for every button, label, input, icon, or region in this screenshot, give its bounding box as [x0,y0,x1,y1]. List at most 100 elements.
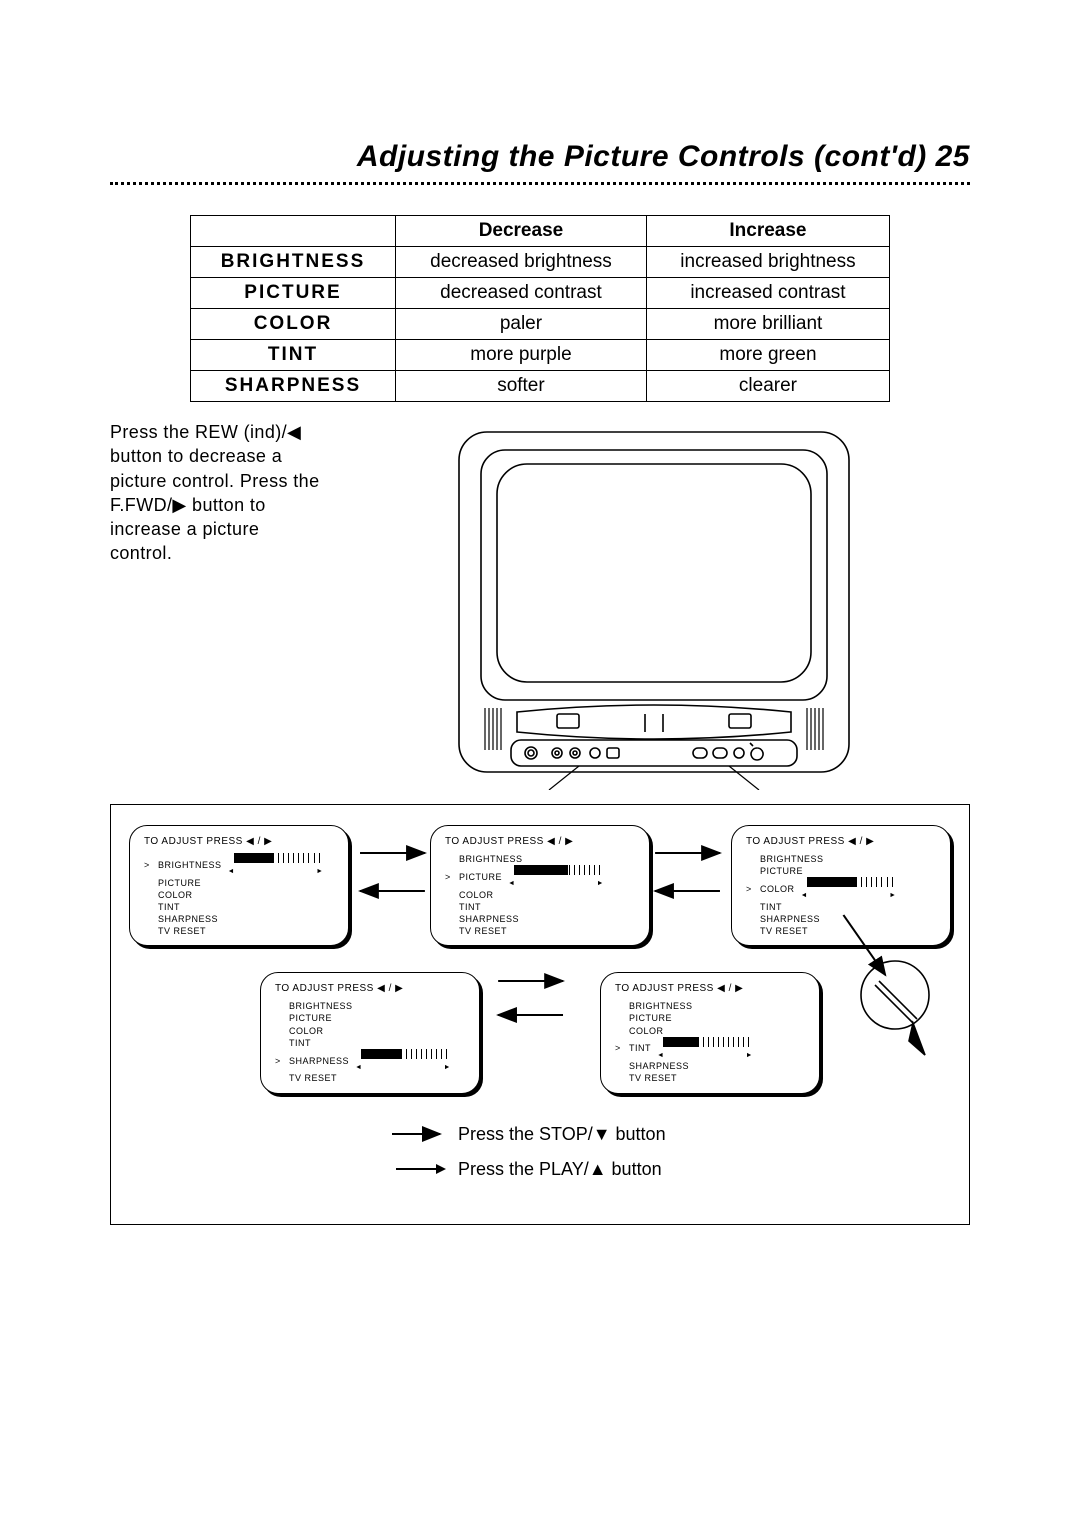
osd-panel: TO ADJUST PRESS ◀ / ▶BRIGHTNESSPICTURECO… [260,972,480,1093]
osd-item: BRIGHTNESS [275,1000,465,1012]
osd-item-label: COLOR [760,883,795,895]
osd-item-marker: > [445,871,453,883]
osd-item: PICTURE [746,865,936,877]
osd-item: PICTURE [615,1012,805,1024]
osd-header: TO ADJUST PRESS ◀ / ▶ [615,983,805,994]
osd-item-label: COLOR [289,1025,324,1037]
osd-header: TO ADJUST PRESS ◀ / ▶ [445,836,635,847]
osd-item-label: BRIGHTNESS [760,853,824,865]
osd-item: COLOR [615,1025,805,1037]
osd-item: >SHARPNESS◄► [275,1049,465,1073]
osd-item: TV RESET [615,1072,805,1084]
osd-diagrams-box: TO ADJUST PRESS ◀ / ▶>BRIGHTNESS◄►PICTUR… [110,804,970,1225]
osd-item: BRIGHTNESS [615,1000,805,1012]
osd-slider: ◄► [508,865,604,889]
hand-pen-icon [855,955,945,1065]
title-rule [110,182,970,185]
osd-slider-arrows: ◄► [801,891,897,900]
osd-item-label: PICTURE [760,865,803,877]
osd-item-label: TV RESET [459,925,507,937]
osd-item: TV RESET [445,925,635,937]
cell: softer [396,371,647,402]
legend-play: Press the PLAY/▲ button [390,1159,690,1180]
arrow-legend: Press the STOP/▼ button Press the PLAY/▲… [390,1124,690,1180]
osd-item-marker: > [746,883,754,895]
table-header-decrease: Decrease [396,216,647,247]
cell: paler [396,309,647,340]
osd-slider: ◄► [801,877,897,901]
osd-item-label: TINT [459,901,481,913]
osd-item: PICTURE [144,877,334,889]
osd-item-label: BRIGHTNESS [289,1000,353,1012]
osd-item: SHARPNESS [615,1060,805,1072]
osd-item: SHARPNESS [144,913,334,925]
cell: increased brightness [646,247,889,278]
osd-panel: TO ADJUST PRESS ◀ / ▶ BRIGHTNESS > PICTURE ◄… [430,825,650,946]
osd-item-label: TINT [760,901,782,913]
osd-item: > COLOR ◄► [746,877,936,901]
osd-item: TINT [445,901,635,913]
osd-item: > PICTURE ◄► [445,865,635,889]
osd-slider-arrows: ◄► [657,1051,753,1060]
table-row: TINT more purple more green [191,340,890,371]
cell: more purple [396,340,647,371]
arrow-icon [390,1126,446,1142]
osd-item-label: SHARPNESS [629,1060,689,1072]
row-label-sharpness: SHARPNESS [191,371,396,402]
osd-item: SHARPNESS [746,913,936,925]
osd-item: TV RESET [746,925,936,937]
osd-item: COLOR [275,1025,465,1037]
osd-item-label: TV RESET [158,925,206,937]
tv-illustration [338,420,970,790]
osd-items: >BRIGHTNESS◄►PICTURECOLORTINTSHARPNESSTV… [144,853,334,937]
osd-slider-arrows: ◄► [228,867,324,876]
osd-items: BRIGHTNESSPICTURECOLOR > TINT ◄►SHARPNESSTV… [615,1000,805,1084]
cell: clearer [646,371,889,402]
osd-item-label: TINT [289,1037,311,1049]
osd-item: TINT [144,901,334,913]
osd-item-label: TV RESET [760,925,808,937]
legend-stop-text: Press the STOP/▼ button [458,1124,666,1145]
table-row: BRIGHTNESS decreased brightness increase… [191,247,890,278]
osd-item-label: COLOR [158,889,193,901]
osd-item-marker: > [615,1042,623,1054]
osd-row-1: TO ADJUST PRESS ◀ / ▶>BRIGHTNESS◄►PICTUR… [129,825,951,946]
osd-item-label: COLOR [629,1025,664,1037]
osd-slider: ◄► [355,1049,451,1073]
osd-item: COLOR [445,889,635,901]
osd-panel: TO ADJUST PRESS ◀ / ▶BRIGHTNESSPICTURE>C… [731,825,951,946]
osd-item: TV RESET [144,925,334,937]
osd-item: BRIGHTNESS [445,853,635,865]
row-label-color: COLOR [191,309,396,340]
osd-item-label: PICTURE [289,1012,332,1024]
instruction-text: Press the REW (ind)/◀ button to decrease… [110,420,320,790]
osd-items: BRIGHTNESS>PICTURE◄►COLORTINTSHARPNESSTV… [445,853,635,937]
osd-slider: ◄► [657,1037,753,1061]
osd-item: PICTURE [275,1012,465,1024]
page-title-wrap: Adjusting the Picture Controls (cont'd) … [110,140,970,174]
osd-item: TV RESET [275,1072,465,1084]
osd-items: BRIGHTNESSPICTURECOLORTINT>SHARPNESS◄►TV… [275,1000,465,1084]
row-label-tint: TINT [191,340,396,371]
osd-item-label: TV RESET [289,1072,337,1084]
table-row: SHARPNESS softer clearer [191,371,890,402]
osd-item-label: PICTURE [459,871,502,883]
osd-item: >BRIGHTNESS◄► [144,853,334,877]
osd-row-2: TO ADJUST PRESS ◀ / ▶BRIGHTNESSPICTURECO… [129,972,951,1093]
legend-stop: Press the STOP/▼ button [390,1124,690,1145]
osd-item-label: BRIGHTNESS [629,1000,693,1012]
osd-item-label: TV RESET [629,1072,677,1084]
table-row: PICTURE decreased contrast increased con… [191,278,890,309]
osd-item-label: TINT [158,901,180,913]
cell: increased contrast [646,278,889,309]
osd-item-label: PICTURE [629,1012,672,1024]
adjustment-table: Decrease Increase BRIGHTNESS decreased b… [190,215,890,402]
osd-item-label: TINT [629,1042,651,1054]
osd-item-label: BRIGHTNESS [459,853,523,865]
osd-panel: TO ADJUST PRESS ◀ / ▶ BRIGHTNESSPICTURECO… [600,972,820,1093]
osd-item-label: COLOR [459,889,494,901]
tv-svg [439,420,869,790]
osd-item: BRIGHTNESS [746,853,936,865]
table-header-row: Decrease Increase [191,216,890,247]
osd-header: TO ADJUST PRESS ◀ / ▶ [144,836,334,847]
